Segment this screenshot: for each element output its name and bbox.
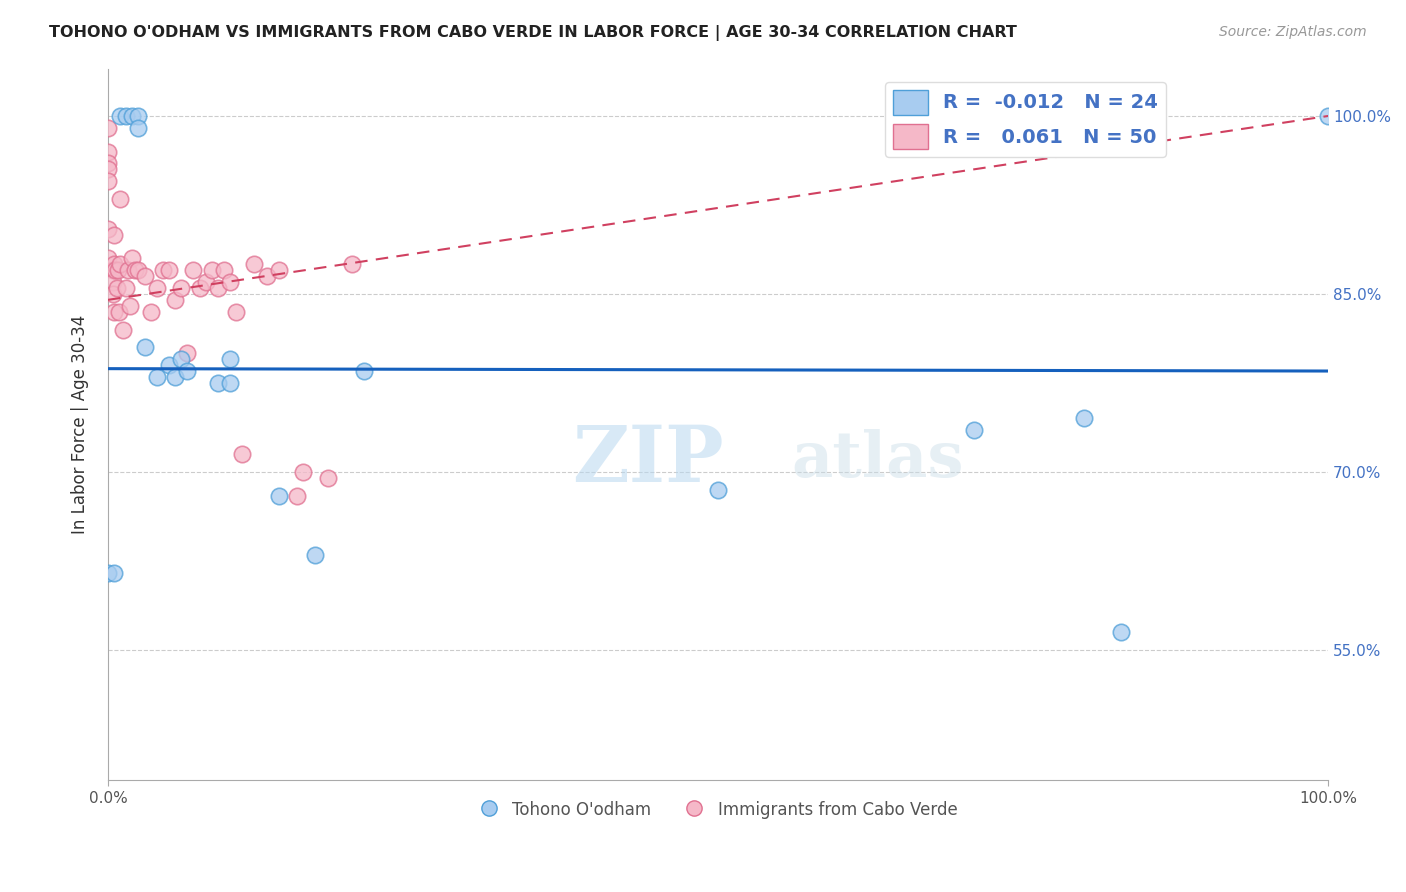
Point (108, 109, 131, 123)
Point (104, 263, 127, 277)
Point (157, 263, 180, 277)
Point (118, 299, 141, 313)
Point (97, 145, 120, 159)
Point (170, 352, 193, 367)
Point (292, 465, 315, 479)
Point (128, 263, 150, 277)
Legend: Tohono O'odham, Immigrants from Cabo Verde: Tohono O'odham, Immigrants from Cabo Ver… (472, 794, 965, 825)
Point (115, 109, 138, 123)
Point (212, 263, 235, 277)
Point (108, 304, 131, 318)
Point (105, 281, 128, 295)
Point (139, 304, 162, 318)
Point (170, 281, 193, 295)
Text: TOHONO O'ODHAM VS IMMIGRANTS FROM CABO VERDE IN LABOR FORCE | AGE 30-34 CORRELAT: TOHONO O'ODHAM VS IMMIGRANTS FROM CABO V… (49, 25, 1017, 41)
Y-axis label: In Labor Force | Age 30-34: In Labor Force | Age 30-34 (72, 315, 89, 534)
Point (101, 275, 124, 289)
Point (146, 281, 169, 295)
Text: ZIP: ZIP (572, 422, 723, 498)
Point (97, 120, 120, 135)
Point (152, 263, 174, 277)
Point (97, 174, 120, 188)
Point (165, 293, 187, 307)
Point (165, 370, 187, 384)
Point (128, 120, 150, 135)
Point (225, 304, 247, 318)
Point (103, 304, 125, 318)
Point (134, 340, 156, 354)
Point (1073, 411, 1095, 425)
Point (117, 263, 139, 277)
Point (219, 376, 242, 390)
Point (108, 257, 131, 271)
Point (134, 269, 156, 284)
Text: atlas: atlas (792, 430, 963, 491)
Point (146, 370, 169, 384)
Point (115, 281, 138, 295)
Point (97, 566, 120, 580)
Point (176, 364, 198, 378)
Point (103, 227, 125, 242)
Point (107, 263, 129, 277)
Point (111, 322, 134, 336)
Point (201, 263, 224, 277)
Point (207, 281, 229, 295)
Point (353, 364, 375, 378)
Point (101, 287, 124, 301)
Point (219, 352, 242, 367)
Point (285, 489, 308, 503)
Point (128, 109, 150, 123)
Point (304, 548, 326, 562)
Point (316, 471, 339, 485)
Point (103, 257, 125, 271)
Point (176, 346, 198, 360)
Point (121, 252, 143, 266)
Point (340, 257, 363, 271)
Text: Source: ZipAtlas.com: Source: ZipAtlas.com (1219, 25, 1367, 39)
Point (1317, 109, 1340, 123)
Point (267, 489, 290, 503)
Point (1109, 625, 1132, 640)
Point (243, 257, 266, 271)
Point (103, 566, 125, 580)
Point (97, 156, 120, 170)
Point (219, 275, 242, 289)
Point (231, 447, 253, 461)
Point (963, 423, 986, 437)
Point (194, 275, 217, 289)
Point (124, 263, 146, 277)
Point (256, 269, 278, 284)
Point (108, 192, 131, 206)
Point (97, 221, 120, 235)
Point (267, 263, 290, 277)
Point (121, 109, 143, 123)
Point (157, 358, 180, 372)
Point (207, 376, 229, 390)
Point (183, 263, 205, 277)
Point (188, 281, 211, 295)
Point (707, 483, 730, 497)
Point (97, 252, 120, 266)
Point (97, 162, 120, 177)
Point (101, 263, 124, 277)
